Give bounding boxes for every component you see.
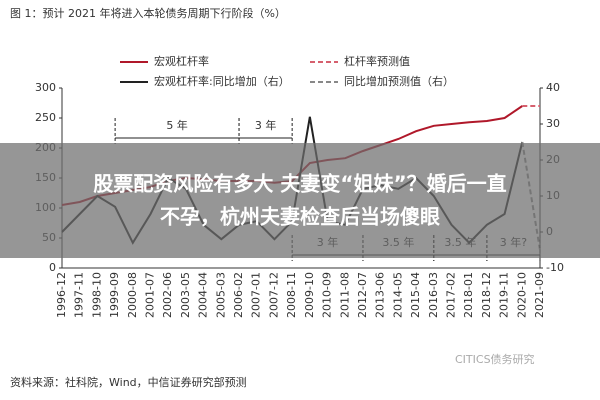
legend-label: 宏观杠杆率 bbox=[154, 54, 209, 68]
legend-label: 宏观杠杆率:同比增加（右） bbox=[154, 74, 290, 88]
x-tick-label: 2004-04 bbox=[197, 272, 210, 318]
watermark: CITICS债务研究 bbox=[455, 352, 535, 366]
banner-text: 不孕，杭州夫妻检查后当场傻眼 bbox=[160, 205, 440, 229]
x-tick-label: 2012-07 bbox=[356, 272, 369, 318]
x-tick-label: 1998-10 bbox=[90, 272, 103, 318]
y-tick-label: 0 bbox=[49, 261, 56, 274]
x-tick-label: 2017-02 bbox=[444, 272, 457, 318]
y2-tick-label: 30 bbox=[546, 117, 560, 130]
x-tick-label: 2005-03 bbox=[214, 272, 227, 318]
y2-tick-label: 40 bbox=[546, 81, 560, 94]
x-tick-label: 2021-09 bbox=[533, 272, 546, 318]
x-tick-label: 2018-12 bbox=[480, 272, 493, 318]
x-tick-label: 2009-10 bbox=[303, 272, 316, 318]
x-tick-label: 2008-11 bbox=[285, 272, 298, 318]
x-tick-label: 2016-03 bbox=[427, 272, 440, 318]
source: 资料来源：社科院，Wind，中信证券研究部预测 bbox=[10, 375, 247, 389]
x-tick-label: 2007-12 bbox=[267, 272, 280, 318]
x-tick-label: 2000-08 bbox=[126, 272, 139, 318]
y-tick-label: 250 bbox=[35, 111, 56, 124]
x-tick-label: 2007-01 bbox=[250, 272, 263, 318]
x-tick-label: 2006-02 bbox=[232, 272, 245, 318]
chart-title: 图 1：预计 2021 年将进入本轮债务周期下行阶段（%） bbox=[10, 6, 286, 20]
x-tick-label: 1996-12 bbox=[55, 272, 68, 318]
x-tick-label: 1997-11 bbox=[73, 272, 86, 318]
x-tick-label: 2018-01 bbox=[462, 272, 475, 318]
x-tick-label: 2010-09 bbox=[321, 272, 334, 318]
banner-background bbox=[0, 143, 600, 258]
x-tick-label: 2014-05 bbox=[391, 272, 404, 318]
y-tick-label: 300 bbox=[35, 81, 56, 94]
x-tick-label: 2003-05 bbox=[179, 272, 192, 318]
legend-label: 杠杆率预测值 bbox=[344, 54, 410, 68]
x-tick-label: 2001-07 bbox=[144, 272, 157, 318]
x-tick-label: 2013-06 bbox=[374, 272, 387, 318]
annotation: 3 年 bbox=[255, 118, 277, 132]
x-tick-label: 2015-04 bbox=[409, 272, 422, 318]
banner-text: 股票配资风险有多大 夫妻变“姐妹”？婚后一直 bbox=[93, 172, 506, 196]
x-tick-label: 2002-06 bbox=[161, 272, 174, 318]
annotation: 5 年 bbox=[166, 118, 188, 132]
x-tick-label: 2011-08 bbox=[338, 272, 351, 318]
legend-label: 同比增加预测值（右） bbox=[344, 74, 454, 88]
x-tick-label: 2019-11 bbox=[498, 272, 511, 318]
y2-tick-label: -10 bbox=[546, 261, 564, 274]
x-tick-label: 1999-09 bbox=[108, 272, 121, 318]
x-tick-label: 2020-10 bbox=[515, 272, 528, 318]
